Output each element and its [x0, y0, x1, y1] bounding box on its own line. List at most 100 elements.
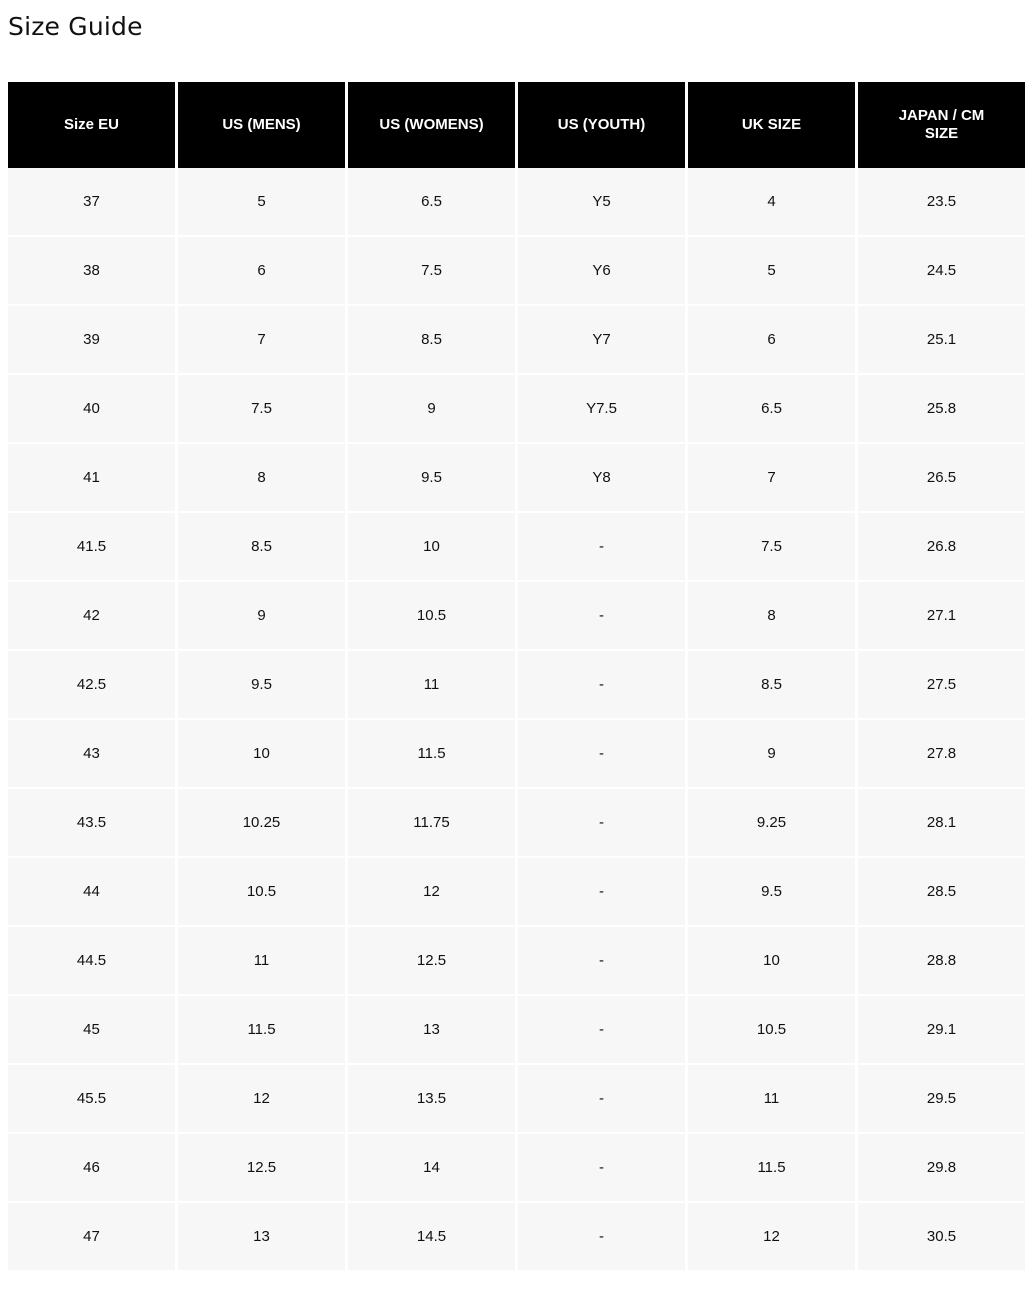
table-cell: 10	[178, 720, 345, 789]
table-cell: 23.5	[858, 168, 1025, 237]
table-cell: 41	[8, 444, 175, 513]
table-cell: 28.8	[858, 927, 1025, 996]
table-row: 37 5 6.5 Y5 4 23.5	[8, 168, 1025, 237]
table-row: 39 7 8.5 Y7 6 25.1	[8, 306, 1025, 375]
table-cell: Y7	[518, 306, 685, 375]
table-cell: 10.5	[348, 582, 515, 651]
table-cell: 7.5	[348, 237, 515, 306]
table-cell: 43	[8, 720, 175, 789]
table-cell: 6	[688, 306, 855, 375]
table-cell: 26.8	[858, 513, 1025, 582]
table-cell: 8	[178, 444, 345, 513]
table-cell: 29.5	[858, 1065, 1025, 1134]
table-cell: 28.5	[858, 858, 1025, 927]
table-row: 40 7.5 9 Y7.5 6.5 25.8	[8, 375, 1025, 444]
table-row: 38 6 7.5 Y6 5 24.5	[8, 237, 1025, 306]
table-cell: 7	[178, 306, 345, 375]
table-cell: 7.5	[688, 513, 855, 582]
table-cell: 45.5	[8, 1065, 175, 1134]
table-cell: 11.5	[348, 720, 515, 789]
table-cell: -	[518, 1065, 685, 1134]
table-cell: 13	[348, 996, 515, 1065]
table-cell: 11.75	[348, 789, 515, 858]
table-cell: 47	[8, 1203, 175, 1272]
table-cell: 10.25	[178, 789, 345, 858]
table-cell: 11.5	[688, 1134, 855, 1203]
column-header: Size EU	[8, 82, 175, 168]
table-row: 44 10.5 12-9.5 28.5	[8, 858, 1025, 927]
table-cell: 5	[178, 168, 345, 237]
table-row: 43 10 11.5-9 27.8	[8, 720, 1025, 789]
column-header-label: US (WOMENS)	[379, 116, 484, 133]
column-header: US (WOMENS)	[348, 82, 515, 168]
table-cell: 29.8	[858, 1134, 1025, 1203]
column-header: US (MENS)	[178, 82, 345, 168]
table-cell: 14	[348, 1134, 515, 1203]
table-row: 44.5 11 12.5-10 28.8	[8, 927, 1025, 996]
size-guide-table: Size EU US (MENS) US (WOMENS) US (YOUTH) UK …	[5, 82, 1028, 1272]
table-cell: 8	[688, 582, 855, 651]
table-cell: 30.5	[858, 1203, 1025, 1272]
table-cell: 46	[8, 1134, 175, 1203]
table-cell: 44.5	[8, 927, 175, 996]
column-header-label: Size EU	[63, 116, 120, 133]
table-cell: 10.5	[178, 858, 345, 927]
table-row: 45 11.5 13-10.5 29.1	[8, 996, 1025, 1065]
table-cell: 45	[8, 996, 175, 1065]
column-header: US (YOUTH)	[518, 82, 685, 168]
table-cell: 14.5	[348, 1203, 515, 1272]
table-cell: 29.1	[858, 996, 1025, 1065]
table-cell: 28.1	[858, 789, 1025, 858]
table-cell: Y6	[518, 237, 685, 306]
table-cell: 12	[348, 858, 515, 927]
table-cell: 10.5	[688, 996, 855, 1065]
table-cell: 13.5	[348, 1065, 515, 1134]
table-cell: Y7.5	[518, 375, 685, 444]
table-cell: 12.5	[178, 1134, 345, 1203]
table-cell: 11	[348, 651, 515, 720]
table-cell: 4	[688, 168, 855, 237]
table-cell: 38	[8, 237, 175, 306]
table-cell: 11.5	[178, 996, 345, 1065]
table-row: 42.5 9.5 11-8.5 27.5	[8, 651, 1025, 720]
table-cell: 6.5	[688, 375, 855, 444]
column-header-label: US (YOUTH)	[557, 116, 646, 133]
table-cell: 9.5	[688, 858, 855, 927]
table-cell: 27.8	[858, 720, 1025, 789]
table-cell: Y5	[518, 168, 685, 237]
table-row: 42 9 10.5-8 27.1	[8, 582, 1025, 651]
table-row: 45.5 12 13.5-11 29.5	[8, 1065, 1025, 1134]
table-row: 41.5 8.5 10-7.5 26.8	[8, 513, 1025, 582]
table-row: 43.5 10.25 11.75-9.25 28.1	[8, 789, 1025, 858]
table-cell: 42	[8, 582, 175, 651]
table-cell: 13	[178, 1203, 345, 1272]
table-cell: -	[518, 927, 685, 996]
column-header: JAPAN / CM SIZE	[858, 82, 1025, 168]
table-cell: Y8	[518, 444, 685, 513]
table-row: 47 13 14.5-12 30.5	[8, 1203, 1025, 1272]
table-cell: -	[518, 720, 685, 789]
table-cell: 7.5	[178, 375, 345, 444]
table-cell: -	[518, 858, 685, 927]
table-cell: 9	[178, 582, 345, 651]
table-cell: 26.5	[858, 444, 1025, 513]
table-cell: -	[518, 651, 685, 720]
table-cell: 6.5	[348, 168, 515, 237]
table-cell: 42.5	[8, 651, 175, 720]
table-cell: 9.5	[348, 444, 515, 513]
table-cell: -	[518, 582, 685, 651]
column-header: UK SIZE	[688, 82, 855, 168]
table-cell: 12	[688, 1203, 855, 1272]
table-cell: 12.5	[348, 927, 515, 996]
table-cell: 10	[348, 513, 515, 582]
table-cell: 6	[178, 237, 345, 306]
table-cell: 9.25	[688, 789, 855, 858]
table-cell: -	[518, 996, 685, 1065]
table-cell: 27.5	[858, 651, 1025, 720]
table-cell: 25.1	[858, 306, 1025, 375]
table-cell: 12	[178, 1065, 345, 1134]
table-row: 46 12.5 14-11.5 29.8	[8, 1134, 1025, 1203]
page-title: Size Guide	[8, 12, 143, 41]
table-cell: 11	[178, 927, 345, 996]
table-cell: 8.5	[348, 306, 515, 375]
